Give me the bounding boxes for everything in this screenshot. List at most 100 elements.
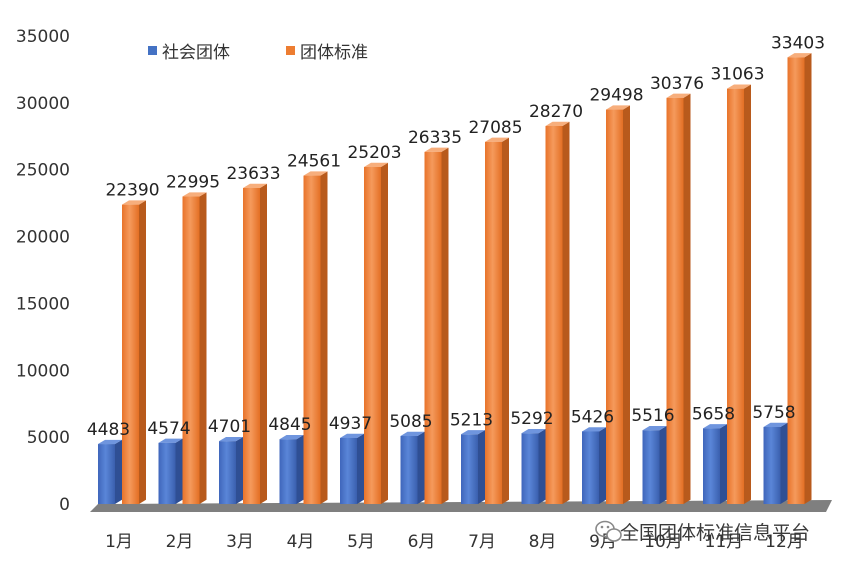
x-tick-label: 11月 bbox=[705, 532, 744, 552]
y-axis: 0 5000 10000 15000 20000 25000 30000 35000 bbox=[16, 27, 70, 515]
legend-label: 社会团体 bbox=[162, 43, 230, 63]
bar-front bbox=[787, 57, 805, 504]
bar-top bbox=[400, 431, 425, 437]
data-label: 27085 bbox=[468, 118, 522, 138]
data-label: 5292 bbox=[510, 409, 553, 429]
bar bbox=[521, 429, 546, 504]
x-tick-label: 6月 bbox=[408, 532, 436, 552]
bar-top bbox=[545, 121, 570, 126]
data-label: 28270 bbox=[529, 102, 583, 122]
bar-side bbox=[720, 424, 727, 504]
bar bbox=[727, 84, 751, 505]
data-label: 5213 bbox=[450, 410, 493, 430]
bar-top bbox=[521, 429, 546, 434]
bar bbox=[364, 162, 388, 505]
bar-front bbox=[485, 141, 502, 505]
bar-front bbox=[763, 427, 781, 504]
data-label: 4574 bbox=[147, 419, 190, 439]
x-tick-label: 8月 bbox=[529, 532, 557, 552]
bar bbox=[424, 147, 449, 504]
legend-swatch bbox=[286, 46, 295, 55]
bar-front bbox=[400, 436, 418, 504]
bar bbox=[582, 427, 606, 504]
x-tick-label: 7月 bbox=[468, 532, 496, 552]
bar-front bbox=[424, 151, 442, 504]
bar-top bbox=[243, 183, 267, 188]
data-label: 33403 bbox=[771, 33, 825, 53]
x-tick-label: 12月 bbox=[765, 532, 804, 552]
bar-front bbox=[545, 125, 563, 504]
bar bbox=[182, 192, 207, 505]
bar-side bbox=[260, 183, 267, 504]
bar-front bbox=[219, 441, 236, 504]
y-tick-label: 10000 bbox=[16, 361, 70, 381]
bar-top bbox=[582, 427, 606, 432]
bar-top bbox=[606, 105, 630, 110]
x-tick-label: 3月 bbox=[226, 532, 254, 552]
bar-front bbox=[340, 437, 357, 504]
bar bbox=[219, 436, 243, 504]
bar-top bbox=[703, 424, 727, 429]
bar-top bbox=[182, 192, 207, 197]
bar-top bbox=[666, 93, 691, 98]
bar-top bbox=[122, 200, 146, 205]
bar-top bbox=[98, 439, 122, 445]
bar-front bbox=[521, 433, 539, 504]
bar-front bbox=[158, 442, 176, 504]
data-label: 4845 bbox=[268, 415, 311, 435]
bar-side bbox=[659, 426, 667, 504]
bar bbox=[763, 422, 788, 504]
bar-side bbox=[417, 431, 425, 504]
legend-label: 团体标准 bbox=[300, 43, 368, 63]
y-tick-label: 15000 bbox=[16, 294, 70, 314]
y-tick-label: 0 bbox=[59, 495, 70, 515]
data-label: 22390 bbox=[105, 181, 159, 201]
x-tick-label: 10月 bbox=[644, 532, 683, 552]
x-axis: 1月 2月 3月 4月 5月 6月 7月 8月 9月 10月 11月 12月 bbox=[105, 532, 804, 552]
bar-side bbox=[804, 53, 812, 504]
bar-side bbox=[502, 137, 509, 504]
bar bbox=[606, 105, 630, 504]
bar bbox=[98, 439, 122, 504]
bar-top bbox=[364, 162, 388, 167]
y-tick-label: 5000 bbox=[27, 428, 70, 448]
data-label: 30376 bbox=[650, 74, 704, 94]
bar-side bbox=[115, 439, 122, 504]
bar-side bbox=[599, 427, 606, 504]
bar bbox=[243, 183, 267, 504]
bar-front bbox=[606, 109, 623, 504]
bar-front bbox=[182, 196, 200, 505]
bar-side bbox=[381, 162, 388, 505]
y-tick-label: 35000 bbox=[16, 27, 70, 47]
bar-side bbox=[538, 429, 546, 504]
bar-top bbox=[424, 147, 449, 152]
bar-front bbox=[666, 97, 684, 505]
bar-side bbox=[357, 433, 364, 504]
data-label: 23633 bbox=[226, 164, 280, 184]
bar-top bbox=[485, 137, 509, 142]
bar-front bbox=[279, 439, 297, 504]
bar-top bbox=[461, 430, 485, 435]
bars bbox=[98, 53, 812, 505]
y-tick-label: 25000 bbox=[16, 161, 70, 181]
bar-side bbox=[296, 435, 304, 504]
x-tick-label: 5月 bbox=[347, 532, 375, 552]
bar bbox=[703, 424, 727, 504]
bar bbox=[158, 438, 183, 504]
bar-top bbox=[219, 436, 243, 442]
y-tick-label: 30000 bbox=[16, 94, 70, 114]
data-label: 31063 bbox=[710, 65, 764, 85]
bar-front bbox=[642, 430, 660, 504]
bar-side bbox=[175, 438, 183, 504]
bar bbox=[303, 171, 328, 504]
data-label: 5658 bbox=[692, 404, 735, 424]
data-labels: 4483 22390 4574 22995 4701 23633 4845 24561 4937… bbox=[87, 33, 825, 440]
bar-side bbox=[236, 436, 243, 504]
bar bbox=[642, 426, 667, 504]
bar-front bbox=[98, 444, 115, 504]
legend-swatch bbox=[148, 46, 157, 55]
bar-front bbox=[461, 434, 478, 504]
bar-top bbox=[642, 426, 667, 431]
bar-top bbox=[279, 435, 304, 440]
